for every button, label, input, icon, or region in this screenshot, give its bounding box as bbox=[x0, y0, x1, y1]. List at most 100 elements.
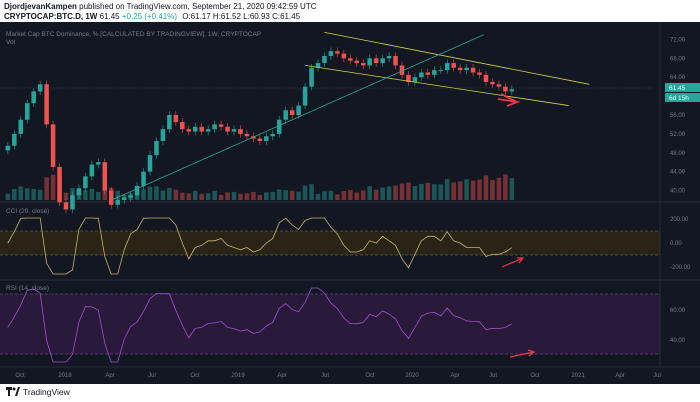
volume-bar bbox=[483, 175, 489, 200]
rsi-pane[interactable]: RSI (14, close) 60.00 40.00 bbox=[0, 285, 686, 363]
candle-body bbox=[134, 185, 140, 196]
candle-body bbox=[180, 122, 185, 130]
candle-body bbox=[76, 188, 82, 196]
cci-tick: 200.00 bbox=[670, 217, 689, 223]
price-tick: 48.00 bbox=[670, 151, 686, 157]
volume-bar bbox=[44, 177, 49, 200]
price-change: +0.25 (+0.41%) bbox=[121, 12, 177, 21]
time-axis[interactable]: Oct 2018 Apr Jul Oct 2019 Apr Jul Oct 2020 Apr Jul O… bbox=[0, 366, 700, 379]
author-name[interactable]: DjordjevanKampen bbox=[4, 2, 77, 11]
volume-bar bbox=[451, 182, 456, 200]
time-tick: Apr bbox=[105, 373, 114, 379]
volume-bar bbox=[373, 189, 379, 200]
candle-body bbox=[470, 67, 476, 73]
candle-body bbox=[12, 133, 17, 146]
candle-body bbox=[289, 110, 295, 115]
ascending-trendline[interactable] bbox=[111, 34, 484, 201]
time-tick: Apr bbox=[615, 373, 624, 379]
volume-bar bbox=[50, 174, 56, 200]
candle-body bbox=[393, 55, 398, 66]
candle-body bbox=[102, 162, 108, 191]
candle-body bbox=[31, 91, 36, 104]
time-tick: Oct bbox=[365, 373, 375, 379]
volume-bar bbox=[225, 192, 230, 200]
candle-body bbox=[496, 84, 502, 87]
cci-pane[interactable]: CCI (20, close) 200.00 0.00 -200.00 bbox=[0, 208, 700, 281]
volume-bar bbox=[167, 187, 172, 200]
price-tick: 64.00 bbox=[670, 75, 686, 81]
candle-body bbox=[205, 129, 211, 132]
volume-bar bbox=[432, 184, 437, 200]
rsi-band bbox=[0, 294, 660, 354]
tradingview-logo[interactable]: TradingView bbox=[6, 387, 70, 397]
cci-title: CCI (20, close) bbox=[6, 208, 49, 215]
volume-bar bbox=[302, 185, 308, 200]
volume-bar bbox=[244, 193, 250, 200]
candle-body bbox=[276, 119, 282, 134]
candle-body bbox=[186, 129, 192, 132]
volume-bar bbox=[470, 180, 476, 200]
candle-body bbox=[212, 124, 217, 130]
cci-tick: -200.00 bbox=[670, 265, 691, 271]
price-tick: 44.00 bbox=[670, 170, 686, 176]
candle-body bbox=[5, 145, 11, 151]
candle-body bbox=[18, 119, 24, 134]
candlesticks bbox=[5, 47, 515, 214]
candle-body bbox=[89, 164, 95, 177]
candle-body bbox=[490, 81, 495, 85]
volume-bar bbox=[328, 190, 334, 200]
candle-body bbox=[238, 129, 243, 134]
time-tick: Oct bbox=[190, 373, 200, 379]
volume-bar bbox=[386, 186, 392, 200]
candle-body bbox=[322, 55, 327, 64]
last-price-tag bbox=[665, 83, 700, 92]
candle-body bbox=[283, 110, 288, 120]
volume-bar bbox=[380, 187, 385, 200]
volume-bar bbox=[296, 191, 301, 200]
candle-body bbox=[380, 58, 385, 64]
price-tick: 68.00 bbox=[670, 56, 686, 62]
volume-bar bbox=[212, 190, 217, 200]
channel-upper-line[interactable] bbox=[324, 31, 590, 85]
candle-body bbox=[406, 74, 411, 82]
candle-body bbox=[464, 67, 469, 71]
volume-bar bbox=[186, 193, 192, 200]
candle-body bbox=[147, 155, 153, 172]
candle-body bbox=[264, 136, 269, 141]
volume-bar bbox=[490, 179, 495, 200]
volume-bar bbox=[399, 183, 405, 200]
channel-lower-line[interactable] bbox=[305, 65, 569, 106]
volume-bar bbox=[360, 190, 366, 200]
candle-body bbox=[154, 140, 159, 156]
candle-body bbox=[115, 200, 120, 205]
volume-bar bbox=[367, 186, 372, 200]
price-axis[interactable]: 72.0068.0064.0060.0056.0052.0048.0044.00… bbox=[670, 37, 686, 194]
price-tick: 72.00 bbox=[670, 37, 686, 43]
volume-bar bbox=[24, 188, 30, 200]
volume-bar bbox=[141, 189, 146, 200]
candle-body bbox=[399, 65, 405, 75]
candle-body bbox=[160, 129, 166, 141]
volume-bar bbox=[496, 177, 502, 200]
candle-body bbox=[44, 84, 49, 125]
candle-body bbox=[37, 84, 43, 92]
volume-bar bbox=[96, 191, 101, 200]
chart-area[interactable]: Market Cap BTC Dominance, % [CALCULATED … bbox=[0, 22, 700, 384]
cci-tick: 0.00 bbox=[670, 241, 682, 247]
volume-bar bbox=[238, 193, 243, 200]
volume-bar bbox=[425, 182, 431, 200]
candle-body bbox=[108, 190, 114, 205]
candle-body bbox=[257, 138, 263, 141]
main-price-pane[interactable]: Market Cap BTC Dominance, % [CALCULATED … bbox=[0, 31, 700, 214]
volume-label: Vol bbox=[6, 39, 16, 46]
candle-body bbox=[121, 197, 127, 200]
rsi-line bbox=[7, 287, 512, 363]
volume-bar bbox=[412, 186, 418, 200]
candle-body bbox=[425, 72, 431, 75]
footer-bar: TradingView bbox=[0, 384, 700, 402]
volume-bar bbox=[509, 178, 515, 200]
volume-bar bbox=[12, 189, 17, 200]
candle-body bbox=[57, 166, 62, 203]
volume-bar bbox=[192, 190, 198, 200]
volume-bar bbox=[315, 193, 321, 200]
